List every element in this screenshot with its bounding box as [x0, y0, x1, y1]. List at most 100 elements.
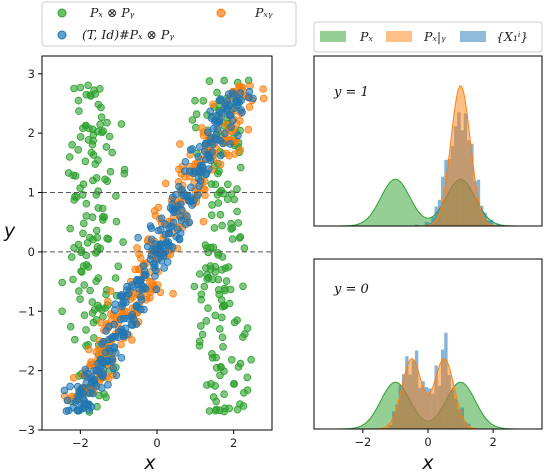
point-product	[208, 201, 216, 209]
point-pushforward	[183, 212, 191, 221]
density-panel-y0-annotation: y = 0	[333, 282, 369, 297]
point-product	[82, 326, 90, 334]
point-product	[96, 120, 104, 129]
point-joint	[259, 94, 268, 103]
point-product	[220, 76, 229, 85]
point-product	[75, 287, 83, 295]
point-pushforward	[110, 320, 118, 329]
point-pushforward	[86, 389, 94, 397]
point-product	[92, 226, 101, 235]
point-pushforward	[202, 140, 210, 148]
point-product	[207, 180, 216, 188]
point-product	[196, 270, 204, 278]
point-product	[74, 146, 82, 154]
point-product	[203, 381, 211, 389]
point-product	[93, 247, 102, 256]
point-pushforward	[163, 258, 172, 266]
point-product	[102, 143, 111, 151]
y-tick-label: 3	[28, 67, 35, 81]
point-pushforward	[108, 357, 116, 366]
point-pushforward	[179, 192, 188, 200]
point-product	[79, 229, 87, 238]
point-product	[94, 100, 103, 109]
density-panel-y0-content	[314, 332, 542, 430]
point-product	[224, 180, 232, 189]
point-pushforward	[109, 332, 117, 341]
point-pushforward	[142, 271, 150, 279]
point-product	[74, 96, 83, 105]
point-product	[58, 307, 66, 316]
point-pushforward	[195, 143, 204, 151]
point-pushforward	[202, 170, 210, 179]
point-product	[89, 151, 98, 159]
point-product	[108, 148, 116, 157]
point-product	[247, 355, 255, 364]
point-pushforward	[111, 306, 119, 315]
point-product	[192, 110, 201, 118]
density-panel-y0-ticks: −2 0 2	[354, 429, 497, 449]
point-pushforward	[234, 131, 242, 140]
point-pushforward	[60, 386, 69, 395]
point-product	[82, 212, 91, 220]
point-pushforward	[134, 233, 142, 242]
point-pushforward	[81, 399, 90, 408]
point-pushforward	[217, 109, 226, 118]
point-pushforward	[98, 384, 106, 392]
point-pushforward	[213, 125, 222, 133]
point-product	[82, 90, 91, 99]
point-pushforward	[140, 262, 148, 270]
histogram-bar	[489, 219, 494, 226]
point-product	[88, 213, 97, 222]
point-product	[111, 274, 120, 282]
point-product	[92, 174, 101, 182]
point-pushforward	[117, 353, 126, 362]
point-product	[220, 390, 228, 399]
x-tick-label: 2	[230, 436, 237, 450]
point-product	[199, 97, 208, 105]
point-pushforward	[89, 376, 97, 385]
point-product	[91, 160, 99, 168]
point-product	[112, 217, 121, 226]
point-product	[233, 316, 241, 325]
point-pushforward	[237, 106, 246, 114]
point-pushforward	[175, 182, 183, 191]
point-product	[103, 118, 111, 127]
point-joint	[146, 277, 154, 286]
point-pushforward	[190, 196, 198, 205]
legend-marker-product	[57, 8, 67, 18]
point-pushforward	[215, 116, 224, 124]
point-product	[76, 83, 85, 92]
point-product	[205, 407, 214, 415]
density-panel-y1-area	[314, 56, 542, 226]
point-product	[106, 167, 115, 176]
point-product	[80, 219, 88, 228]
point-pushforward	[229, 89, 237, 97]
point-pushforward	[118, 292, 126, 301]
point-product	[78, 191, 87, 199]
point-pushforward	[167, 222, 176, 231]
y-tick-label: 1	[28, 186, 35, 200]
point-joint	[176, 140, 184, 148]
legend-marker-joint	[216, 8, 226, 18]
point-product	[68, 253, 76, 261]
density-panel-y1-annotation: y = 1	[333, 85, 369, 100]
point-joint	[150, 207, 159, 215]
point-product	[215, 167, 223, 176]
point-product	[234, 219, 243, 227]
point-joint	[169, 289, 177, 298]
point-product	[197, 290, 206, 299]
point-product	[210, 224, 219, 232]
x-tick-label: 0	[153, 436, 160, 450]
point-product	[58, 278, 66, 287]
point-product	[230, 380, 238, 388]
point-pushforward	[73, 382, 82, 391]
point-product	[97, 113, 106, 121]
point-joint	[92, 348, 101, 356]
point-product	[190, 282, 199, 291]
point-pushforward	[220, 129, 229, 138]
point-product	[89, 131, 98, 139]
point-product	[209, 393, 218, 401]
point-pushforward	[160, 264, 169, 272]
point-product	[214, 249, 222, 257]
point-product	[112, 192, 120, 200]
